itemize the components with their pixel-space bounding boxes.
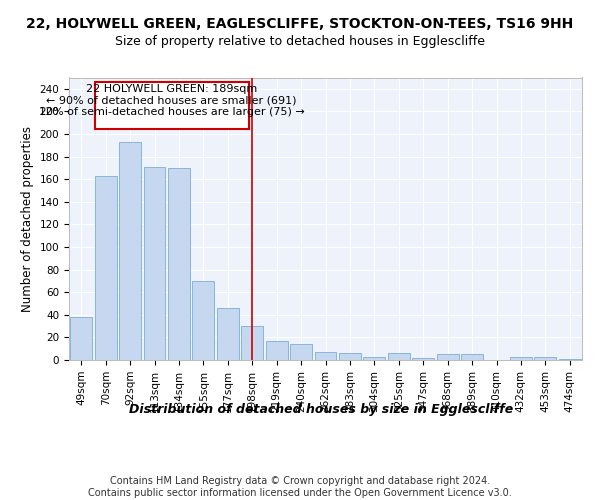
Bar — [339, 353, 361, 360]
Text: Contains HM Land Registry data © Crown copyright and database right 2024.
Contai: Contains HM Land Registry data © Crown c… — [88, 476, 512, 498]
Y-axis label: Number of detached properties: Number of detached properties — [21, 126, 34, 312]
Bar — [266, 341, 287, 360]
Text: Size of property relative to detached houses in Egglescliffe: Size of property relative to detached ho… — [115, 35, 485, 48]
Bar — [437, 354, 458, 360]
Bar — [143, 167, 166, 360]
Text: Distribution of detached houses by size in Egglescliffe: Distribution of detached houses by size … — [129, 402, 513, 415]
FancyBboxPatch shape — [95, 82, 248, 130]
Text: 22 HOLYWELL GREEN: 189sqm: 22 HOLYWELL GREEN: 189sqm — [86, 84, 257, 94]
Text: 10% of semi-detached houses are larger (75) →: 10% of semi-detached houses are larger (… — [39, 107, 304, 117]
Bar — [168, 168, 190, 360]
Text: 22, HOLYWELL GREEN, EAGLESCLIFFE, STOCKTON-ON-TEES, TS16 9HH: 22, HOLYWELL GREEN, EAGLESCLIFFE, STOCKT… — [26, 18, 574, 32]
Bar — [193, 281, 214, 360]
Bar — [119, 142, 141, 360]
Bar — [535, 356, 556, 360]
Bar — [388, 353, 410, 360]
Bar — [70, 317, 92, 360]
Bar — [217, 308, 239, 360]
Bar — [510, 356, 532, 360]
Bar — [241, 326, 263, 360]
Bar — [290, 344, 312, 360]
Text: ← 90% of detached houses are smaller (691): ← 90% of detached houses are smaller (69… — [46, 96, 297, 106]
Bar — [559, 359, 581, 360]
Bar — [461, 354, 483, 360]
Bar — [314, 352, 337, 360]
Bar — [364, 356, 385, 360]
Bar — [95, 176, 116, 360]
Bar — [412, 358, 434, 360]
